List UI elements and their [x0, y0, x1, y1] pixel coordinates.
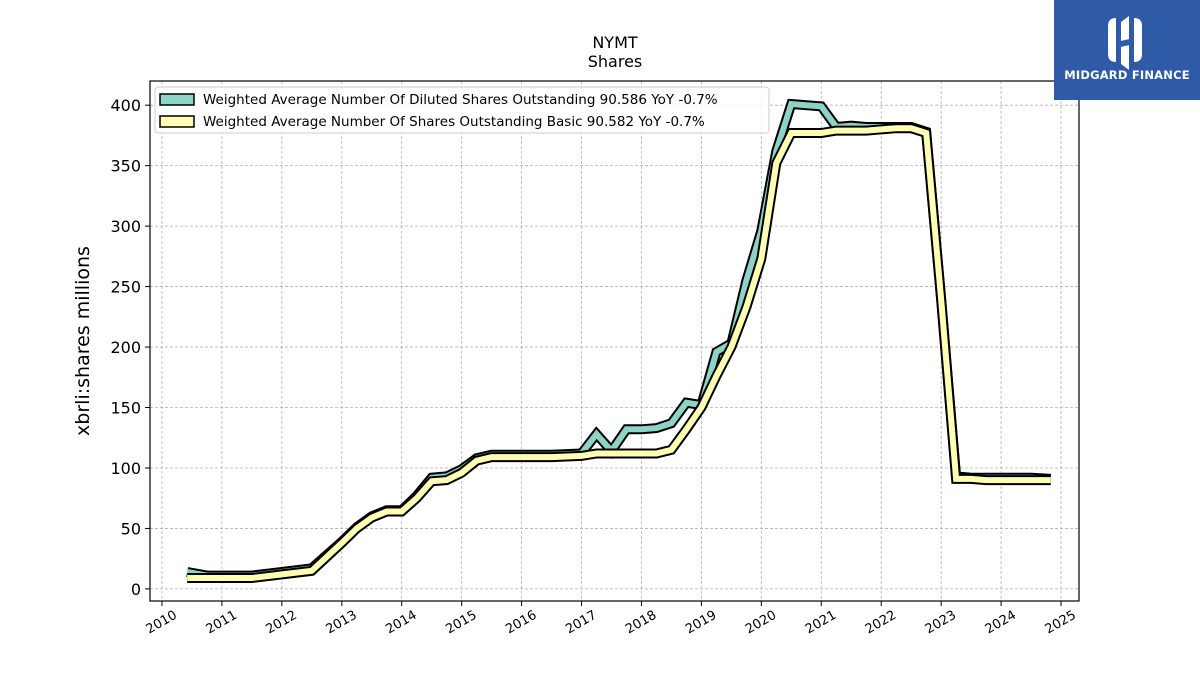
legend-swatch-diluted — [159, 93, 195, 106]
y-tick-label: 350 — [110, 157, 141, 176]
x-tick-label: 2022 — [863, 608, 899, 638]
x-tick-label: 2016 — [503, 608, 539, 638]
series-line — [186, 100, 1051, 579]
x-tick-label: 2012 — [264, 608, 300, 638]
legend-swatch-basic — [159, 115, 195, 128]
y-tick-label: 100 — [110, 459, 141, 478]
x-tick-label: 2025 — [1043, 608, 1079, 638]
series-basic — [187, 123, 1051, 583]
legend-label-diluted: Weighted Average Number Of Diluted Share… — [203, 92, 718, 108]
x-tick-label: 2024 — [983, 608, 1019, 638]
x-tick-label: 2010 — [144, 608, 180, 638]
y-tick-label: 0 — [131, 580, 141, 599]
series-line-outline — [186, 98, 1052, 581]
x-tick-label: 2020 — [743, 608, 779, 638]
x-tick-label: 2019 — [683, 608, 719, 638]
x-tick-label: 2018 — [623, 608, 659, 638]
series-line — [187, 125, 1051, 581]
y-tick-label: 150 — [110, 399, 141, 418]
chart-subtitle: Shares — [588, 52, 643, 71]
y-tick-label: 200 — [110, 338, 141, 357]
series-line-outline — [187, 123, 1051, 583]
x-tick-label: 2017 — [563, 608, 599, 638]
y-tick-label: 300 — [110, 217, 141, 236]
x-tick-label: 2021 — [803, 608, 839, 638]
y-tick-label: 400 — [110, 96, 141, 115]
midgard-finance-logo: MIDGARD FINANCE — [1054, 0, 1200, 100]
grid — [150, 81, 1079, 601]
legend-label-basic: Weighted Average Number Of Shares Outsta… — [203, 114, 705, 130]
x-tick-label: 2011 — [204, 608, 240, 638]
legend: Weighted Average Number Of Diluted Share… — [154, 86, 770, 134]
x-tick-label: 2013 — [323, 608, 359, 638]
series-layer — [186, 98, 1052, 583]
series-diluted — [186, 98, 1052, 581]
legend-frame — [154, 86, 770, 134]
logo-text: MIDGARD FINANCE — [1064, 68, 1190, 82]
chart-title: NYMT — [592, 33, 638, 52]
x-tick-label: 2014 — [383, 608, 419, 638]
plot-frame — [149, 80, 1080, 602]
x-tick-label: 2015 — [443, 608, 479, 638]
y-tick-label: 50 — [121, 519, 141, 538]
y-tick-label: 250 — [110, 278, 141, 297]
midgard-logo-icon — [1108, 16, 1142, 70]
x-tick-label: 2023 — [923, 608, 959, 638]
y-axis-label: xbrli:shares millions — [72, 246, 94, 436]
